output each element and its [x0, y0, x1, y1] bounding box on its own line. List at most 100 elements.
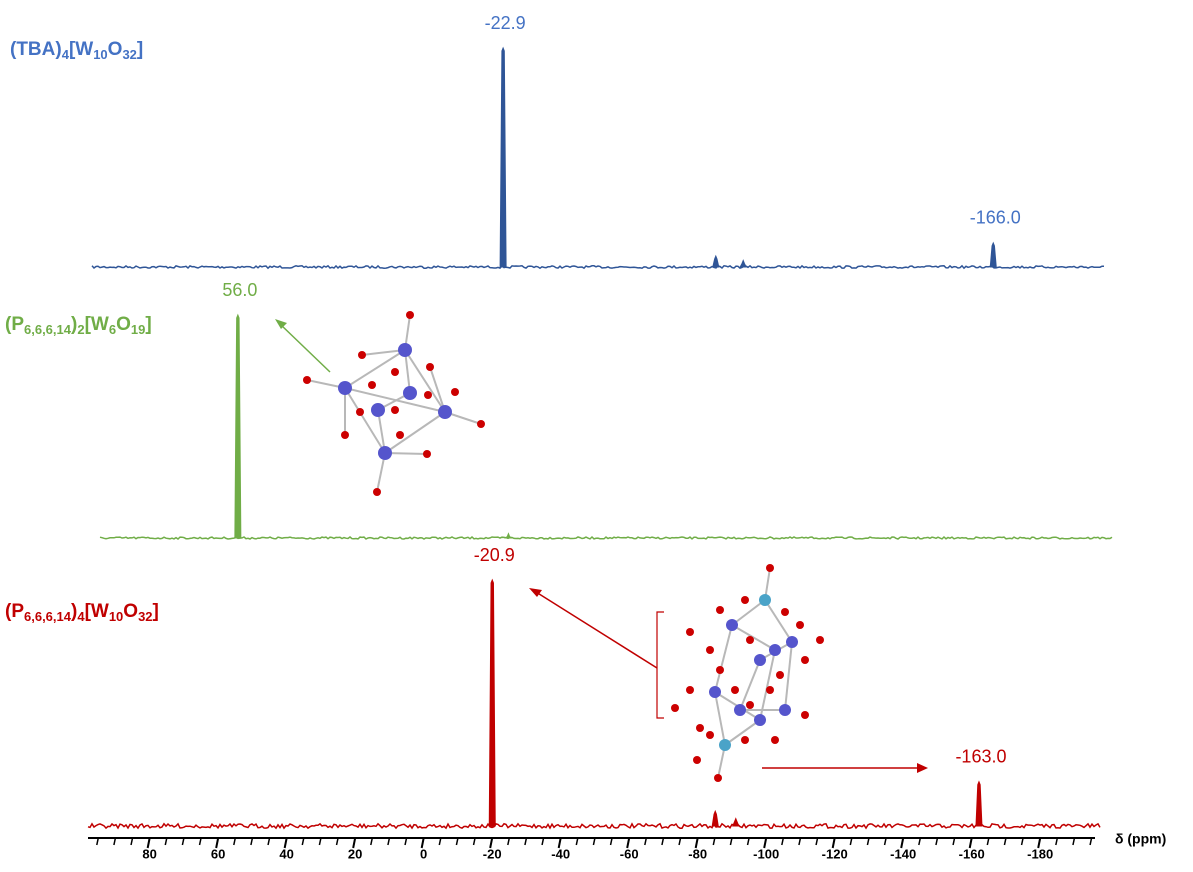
- minor-tick: [96, 837, 100, 846]
- minor-tick: [267, 837, 271, 846]
- minor-tick: [678, 837, 682, 846]
- major-tick: [1037, 837, 1042, 849]
- arrowhead: [529, 588, 542, 597]
- minor-tick: [1055, 837, 1059, 846]
- minor-tick: [130, 837, 134, 846]
- x-tick-label: 20: [348, 846, 362, 861]
- minor-tick: [986, 837, 990, 846]
- arrowhead: [275, 319, 287, 329]
- major-tick: [352, 837, 357, 849]
- minor-tick: [866, 837, 870, 846]
- peak-label: 56.0: [222, 280, 257, 300]
- x-tick-label: -180: [1027, 846, 1053, 861]
- major-tick: [489, 837, 494, 849]
- minor-tick: [1072, 837, 1076, 846]
- x-tick-label: -160: [959, 846, 985, 861]
- minor-tick: [507, 837, 511, 846]
- peak: [499, 46, 507, 268]
- x-tick-label: -60: [620, 846, 639, 861]
- molecule-w10o32: [671, 564, 824, 782]
- peak: [712, 254, 720, 268]
- peak: [732, 817, 740, 827]
- minor-tick: [918, 837, 922, 846]
- minor-tick: [164, 837, 168, 846]
- x-tick-label: -80: [688, 846, 707, 861]
- arrow: [535, 591, 658, 669]
- x-tick-label: 40: [279, 846, 293, 861]
- x-tick-label: 0: [420, 846, 427, 861]
- peak: [989, 241, 997, 268]
- peak: [234, 313, 242, 539]
- peak: [488, 578, 496, 827]
- minor-tick: [370, 837, 374, 846]
- x-tick-label: -120: [822, 846, 848, 861]
- minor-tick: [1003, 837, 1007, 846]
- peak: [711, 809, 719, 827]
- minor-tick: [849, 837, 853, 846]
- minor-tick: [181, 837, 185, 846]
- baseline: [87, 822, 1101, 830]
- baseline: [91, 264, 1105, 270]
- major-tick: [968, 837, 973, 849]
- major-tick: [831, 837, 836, 849]
- minor-tick: [387, 837, 391, 846]
- major-tick: [626, 837, 631, 849]
- bracket: [656, 611, 664, 719]
- minor-tick: [438, 837, 442, 846]
- minor-tick: [455, 837, 459, 846]
- minor-tick: [661, 837, 665, 846]
- minor-tick: [541, 837, 545, 846]
- major-tick: [420, 837, 425, 849]
- x-axis-label: δ (ppm): [1115, 831, 1166, 847]
- major-tick: [557, 837, 562, 849]
- minor-tick: [592, 837, 596, 846]
- minor-tick: [644, 837, 648, 846]
- minor-tick: [335, 837, 339, 846]
- x-tick-label: -20: [483, 846, 502, 861]
- major-tick: [900, 837, 905, 849]
- series-label: (P6,6,6,14)4[W10O32]: [5, 601, 159, 624]
- peak: [504, 532, 513, 539]
- minor-tick: [472, 837, 476, 846]
- minor-tick: [815, 837, 819, 846]
- peak: [739, 259, 748, 268]
- baseline: [99, 535, 1113, 540]
- minor-tick: [883, 837, 887, 846]
- minor-tick: [250, 837, 254, 846]
- x-tick-label: 80: [142, 846, 156, 861]
- x-tick-label: -100: [753, 846, 779, 861]
- peak-label: -166.0: [970, 208, 1021, 228]
- series-label: (P6,6,6,14)2[W6O19]: [5, 314, 152, 337]
- x-tick-label: 60: [211, 846, 225, 861]
- minor-tick: [729, 837, 733, 846]
- major-tick: [283, 837, 288, 849]
- minor-tick: [575, 837, 579, 846]
- major-tick: [146, 837, 151, 849]
- arrow: [279, 323, 331, 373]
- x-tick-label: -140: [890, 846, 916, 861]
- molecule-w6o19: [303, 311, 485, 496]
- minor-tick: [781, 837, 785, 846]
- minor-tick: [198, 837, 202, 846]
- peak-label: -163.0: [955, 746, 1006, 766]
- minor-tick: [404, 837, 408, 846]
- minor-tick: [318, 837, 322, 846]
- series-label: (TBA)4[W10O32]: [10, 39, 143, 62]
- minor-tick: [935, 837, 939, 846]
- minor-tick: [1089, 837, 1093, 846]
- x-tick-label: -40: [551, 846, 570, 861]
- minor-tick: [798, 837, 802, 846]
- minor-tick: [113, 837, 117, 846]
- peak: [975, 780, 983, 827]
- minor-tick: [952, 837, 956, 846]
- minor-tick: [524, 837, 528, 846]
- minor-tick: [609, 837, 613, 846]
- minor-tick: [712, 837, 716, 846]
- minor-tick: [1020, 837, 1024, 846]
- arrowhead: [917, 763, 928, 773]
- peak-label: -22.9: [485, 13, 526, 33]
- major-tick: [694, 837, 699, 849]
- major-tick: [215, 837, 220, 849]
- major-tick: [763, 837, 768, 849]
